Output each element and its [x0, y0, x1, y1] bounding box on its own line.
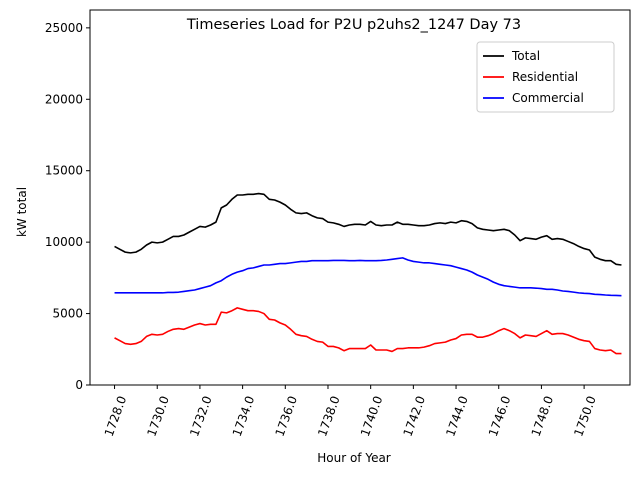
legend-label-residential: Residential: [512, 70, 578, 84]
legend-label-commercial: Commercial: [512, 91, 584, 105]
y-tick-label: 5000: [52, 307, 83, 321]
y-axis-title: kW total: [15, 187, 29, 237]
plot-area: [89, 9, 631, 386]
y-axis-ticks: 0 5000 10000 15000 20000 25000: [45, 21, 90, 392]
x-axis-title: Hour of Year: [317, 451, 391, 465]
y-tick-label: 10000: [45, 235, 83, 249]
y-tick-label: 25000: [45, 21, 83, 35]
series-line-commercial: [114, 257, 622, 297]
legend: Total Residential Commercial: [476, 41, 615, 113]
legend-label-total: Total: [511, 49, 540, 63]
y-tick-label: 15000: [45, 164, 83, 178]
series-line-residential: [114, 307, 622, 355]
y-tick-label: 0: [75, 378, 83, 392]
legend-frame: [476, 41, 615, 113]
y-tick-label: 20000: [45, 92, 83, 106]
chart-title: Timeseries Load for P2U p2uhs2_1247 Day …: [186, 17, 521, 33]
series-line-total: [114, 192, 622, 266]
axes-frame: [89, 9, 631, 386]
series-layer: [114, 192, 622, 355]
